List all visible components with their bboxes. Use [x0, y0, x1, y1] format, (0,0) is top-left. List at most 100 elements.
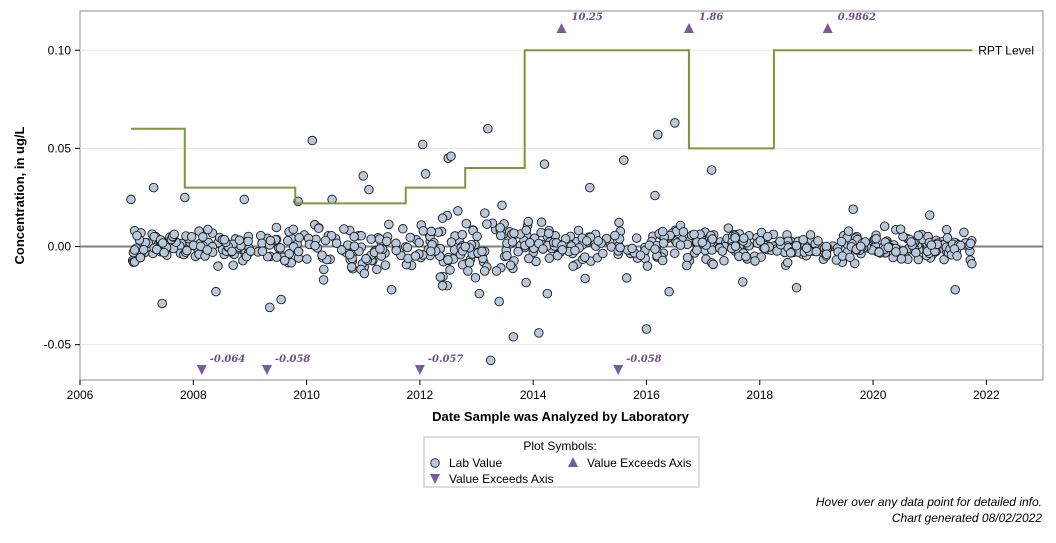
rpt-level-label: RPT Level [978, 43, 1034, 57]
data-point [924, 210, 935, 220]
data-point [257, 238, 267, 249]
data-point [474, 288, 485, 299]
data-point [621, 273, 632, 283]
y-tick-label: 0.05 [48, 141, 72, 155]
data-point [159, 247, 169, 258]
data-point [926, 240, 937, 250]
data-point [906, 237, 916, 247]
data-point [708, 259, 718, 270]
data-point [245, 246, 256, 256]
data-point [879, 221, 890, 232]
data-point [293, 246, 304, 257]
data-point [585, 182, 595, 193]
data-point [523, 216, 534, 227]
data-point [234, 235, 245, 245]
data-point [782, 257, 793, 268]
data-point [319, 264, 329, 275]
data-point [521, 225, 531, 236]
data-point [381, 236, 392, 247]
data-point [580, 252, 590, 262]
data-point [302, 254, 312, 264]
data-point [294, 232, 304, 243]
data-point [534, 328, 544, 338]
data-point [738, 277, 748, 287]
data-point [129, 245, 140, 255]
data-point [405, 232, 415, 243]
data-point [472, 231, 482, 242]
data-point [791, 283, 802, 293]
data-point [697, 237, 708, 248]
data-point [435, 272, 446, 282]
data-point [723, 223, 734, 233]
data-point [682, 260, 692, 271]
data-point [798, 235, 808, 245]
data-point [610, 230, 620, 241]
data-point [911, 247, 921, 258]
data-point [843, 226, 854, 236]
data-point [496, 230, 506, 241]
data-point [437, 281, 448, 291]
data-point [848, 204, 858, 214]
data-point [148, 182, 159, 193]
data-point [836, 236, 847, 247]
data-point [380, 260, 391, 270]
data-point [658, 238, 669, 248]
data-point [760, 243, 770, 253]
data-point [480, 208, 490, 218]
data-point [502, 250, 512, 261]
exceed-down-label: -0.057 [428, 354, 464, 365]
data-point [593, 236, 603, 246]
data-point [750, 256, 760, 266]
data-point [443, 255, 453, 265]
exceed-up-marker [556, 23, 567, 33]
data-point [420, 169, 431, 179]
data-point [801, 243, 812, 253]
data-point [446, 151, 456, 161]
data-point [942, 233, 953, 243]
data-point [186, 232, 197, 242]
data-point [317, 250, 327, 261]
data-point [692, 245, 702, 255]
data-point [203, 224, 213, 235]
data-point [426, 246, 436, 257]
exceed-up-label: 0.9862 [838, 12, 876, 23]
data-point [243, 236, 253, 247]
data-point [461, 218, 472, 229]
rpt-level-line [130, 49, 973, 205]
data-point [508, 332, 519, 342]
data-point [336, 245, 347, 255]
data-point [426, 226, 436, 237]
exceed-down-label: -0.064 [210, 354, 246, 365]
data-point [895, 224, 906, 234]
data-point [384, 219, 394, 230]
data-point [349, 231, 359, 242]
data-point [339, 224, 349, 234]
data-point [631, 233, 642, 243]
data-point [543, 228, 554, 239]
data-point [211, 286, 221, 297]
data-point [657, 255, 668, 266]
data-point [813, 236, 823, 246]
data-point [573, 225, 584, 236]
x-tick-label: 2014 [520, 388, 547, 402]
data-point [310, 240, 320, 251]
data-point [279, 255, 290, 266]
data-point [410, 251, 421, 261]
data-point [482, 219, 492, 229]
data-point [135, 252, 146, 263]
x-tick-label: 2006 [67, 388, 94, 402]
data-point [126, 194, 136, 205]
x-tick-label: 2016 [633, 388, 660, 402]
data-point [952, 251, 962, 261]
data-point [402, 242, 413, 253]
data-point [213, 261, 223, 271]
data-point [138, 244, 149, 255]
data-point [805, 230, 816, 240]
exceed-up-label: 1.86 [699, 12, 723, 23]
x-tick-label: 2010 [293, 388, 320, 402]
data-point [741, 251, 751, 262]
data-point [513, 246, 523, 257]
data-point [344, 249, 355, 260]
data-point [470, 272, 481, 283]
